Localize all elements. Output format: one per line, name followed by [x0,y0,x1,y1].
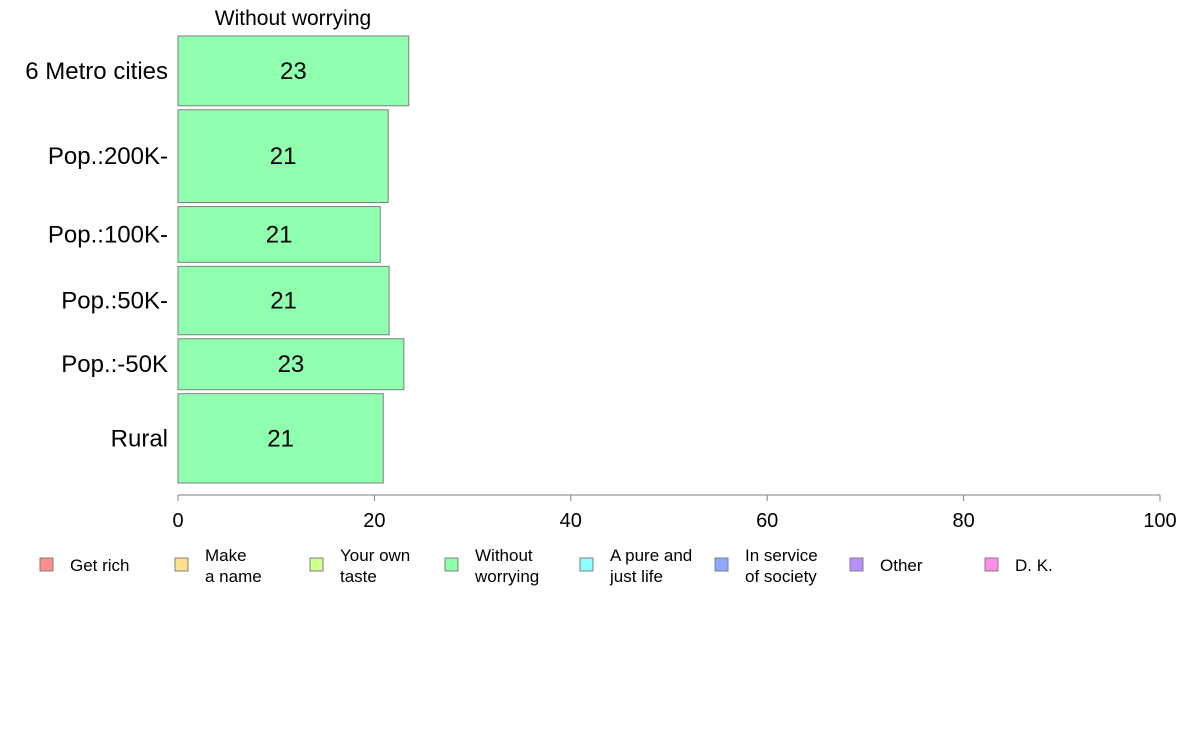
legend-label-1-1: a name [205,567,262,586]
category-label-0: 6 Metro cities [25,58,168,85]
legend-swatch-7 [984,557,999,572]
value-label-0: 23 [280,58,307,85]
value-label-1: 21 [270,143,297,170]
x-tick-label-0: 0 [172,510,183,532]
legend-swatch-5 [714,557,729,572]
legend-label-3-1: worrying [474,567,539,586]
x-tick-label-1: 20 [363,510,385,532]
legend-label-1-0: Make [205,546,247,565]
legend-swatch-2 [309,557,324,572]
legend-label-2-0: Your own [340,546,410,565]
chart-title: Without worrying [215,7,371,30]
x-tick-label-3: 60 [756,510,778,532]
x-axis: 0 20 40 60 80 100 [172,494,1177,532]
legend-label-2-1: taste [340,567,377,586]
category-label-2: Pop.:100K- [48,221,168,248]
bar-2 [177,206,381,263]
legend-swatch-6 [849,557,864,572]
x-tick-label-5: 100 [1143,510,1176,532]
category-label-3: Pop.:50K- [61,288,168,315]
bar-3 [177,265,390,336]
legend-swatch-3 [444,557,459,572]
legend-label-3-0: Without [475,546,533,565]
x-tick-label-2: 40 [560,510,582,532]
legend-swatch-0 [39,557,54,572]
value-label-4: 23 [278,351,305,378]
legend-label-5-0: In service [745,546,818,565]
category-label-4: Pop.:-50K [61,351,168,378]
legend-swatch-1 [174,557,189,572]
x-tick-label-4: 80 [952,510,974,532]
category-label-5: Rural [111,425,168,452]
bar-5 [177,393,384,484]
bars-group: 6 Metro cities 23 Pop.:200K- 21 Pop.:100K- 21… [25,35,410,484]
legend-label-6-0: Other [880,556,923,575]
value-label-5: 21 [267,425,294,452]
legend-label-5-1: of society [745,567,817,586]
legend-label-4-0: A pure and [610,546,692,565]
value-label-2: 21 [266,221,293,248]
legend-label-7-0: D. K. [1015,556,1053,575]
bar-1 [177,109,389,204]
bar-4 [177,338,405,391]
legend: Get rich Make a name Your own taste Without wo… [39,546,1053,586]
bar-0 [177,35,410,107]
legend-label-4-1: just life [609,567,663,586]
legend-label-0-0: Get rich [70,556,130,575]
value-label-3: 21 [270,288,297,315]
legend-swatch-4 [579,557,594,572]
category-label-1: Pop.:200K- [48,143,168,170]
